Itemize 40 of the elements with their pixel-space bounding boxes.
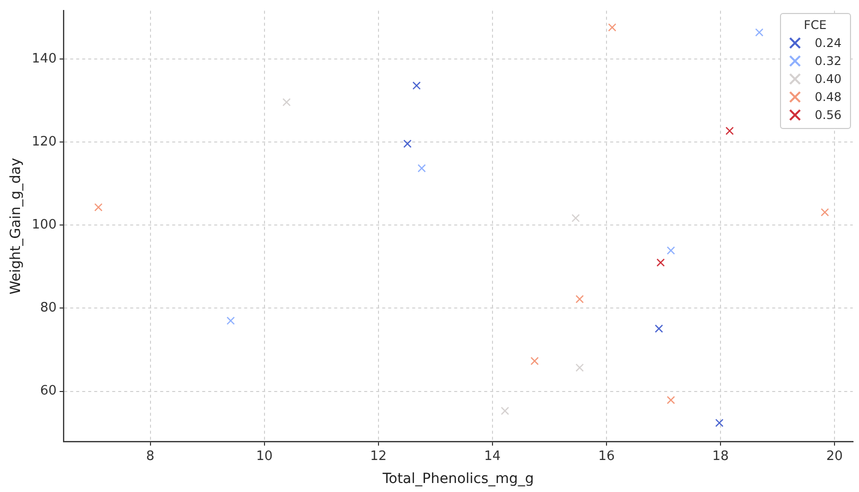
- y-tick-label: 60: [40, 384, 57, 399]
- y-axis-title: Weight_Gain_g_day: [8, 158, 24, 295]
- legend-title: FCE: [802, 18, 828, 32]
- point: [654, 324, 664, 333]
- point: [403, 140, 412, 148]
- x-tick-label: 18: [712, 448, 729, 464]
- legend-label: 0.32: [814, 54, 842, 68]
- point: [226, 316, 235, 325]
- y-tick-label: 120: [32, 134, 57, 150]
- point: [656, 258, 665, 267]
- point: [530, 356, 539, 366]
- point: [576, 364, 584, 372]
- point: [820, 208, 829, 216]
- point: [500, 406, 510, 415]
- legend-label: 0.24: [814, 36, 842, 50]
- point: [576, 294, 584, 304]
- x-axis-title: Total_Phenolics_mg_g: [382, 471, 534, 488]
- point: [666, 396, 676, 404]
- point: [755, 28, 764, 37]
- point: [94, 203, 103, 212]
- point: [412, 81, 421, 90]
- y-tick-label: 80: [40, 300, 57, 316]
- x-tick-label: 8: [146, 448, 154, 464]
- x-tick-label: 10: [256, 448, 273, 464]
- point: [666, 246, 676, 255]
- legend-label: 0.56: [814, 108, 842, 122]
- point: [715, 418, 724, 428]
- point: [282, 98, 291, 106]
- legend-label: 0.40: [814, 72, 842, 86]
- point: [572, 214, 580, 222]
- x-tick-label: 20: [826, 448, 843, 464]
- point: [725, 126, 734, 135]
- y-tick-label: 100: [32, 218, 57, 233]
- x-tick-label: 16: [598, 448, 615, 464]
- x-tick-label: 14: [484, 448, 501, 464]
- legend-label: 0.48: [814, 90, 842, 104]
- point: [608, 23, 616, 32]
- y-tick-label: 140: [32, 51, 57, 66]
- x-tick-label: 12: [370, 448, 387, 464]
- point: [418, 164, 426, 172]
